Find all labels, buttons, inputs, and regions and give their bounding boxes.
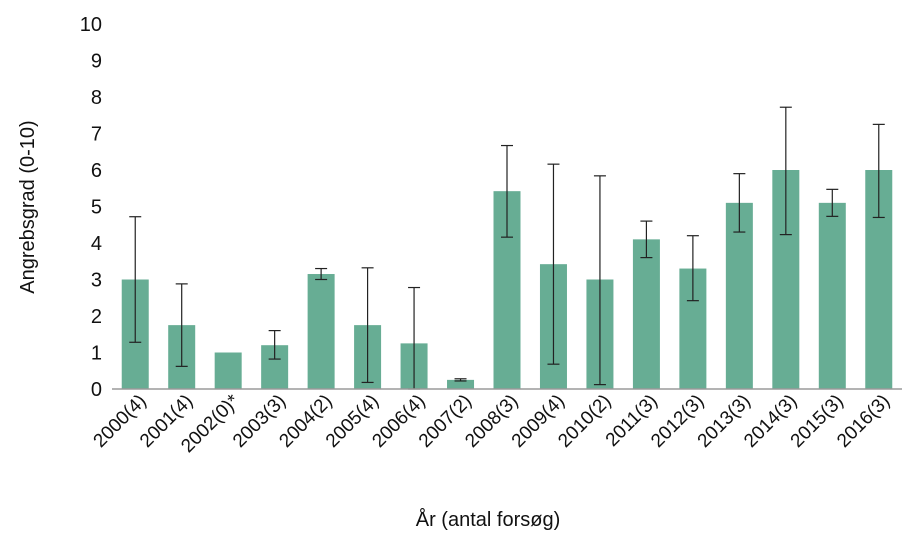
error-bar bbox=[733, 173, 746, 233]
error-bar bbox=[501, 144, 513, 238]
bar bbox=[632, 239, 660, 389]
error-bar bbox=[686, 235, 699, 302]
y-axis-title: Angrebsgrad (0-10) bbox=[17, 120, 39, 293]
error-bar bbox=[268, 330, 281, 360]
x-axis-title: År (antal forsøg) bbox=[416, 508, 560, 531]
x-axis-ticks: 2000(4)2001(4)2002(0)*2003(3)2004(2)2005… bbox=[90, 390, 895, 457]
y-tick-label: 4 bbox=[91, 233, 102, 255]
bars bbox=[121, 170, 893, 389]
error-bar bbox=[826, 188, 839, 217]
error-bar bbox=[872, 123, 885, 219]
y-axis-ticks: 0 1 2 3 4 5 6 7 8 9 10 bbox=[80, 14, 102, 401]
y-tick-label: 10 bbox=[80, 14, 102, 36]
error-bar bbox=[129, 216, 142, 343]
y-tick-label: 9 bbox=[91, 51, 102, 73]
error-bar bbox=[779, 106, 792, 236]
y-tick-label: 5 bbox=[91, 197, 102, 219]
error-bar bbox=[640, 220, 653, 259]
error-bar bbox=[593, 175, 606, 386]
x-tick-label: 2010(2) bbox=[554, 391, 615, 452]
error-bars bbox=[129, 106, 885, 390]
bar bbox=[214, 352, 242, 389]
x-tick-label: 2016(3) bbox=[833, 391, 894, 452]
error-bar bbox=[315, 267, 328, 281]
bar bbox=[447, 379, 475, 389]
bar bbox=[818, 202, 846, 389]
error-bar bbox=[547, 163, 560, 365]
error-bar bbox=[454, 378, 467, 382]
error-bar bbox=[175, 283, 188, 367]
y-tick-label: 1 bbox=[91, 343, 102, 365]
y-tick-label: 7 bbox=[91, 124, 102, 146]
y-tick-label: 0 bbox=[91, 379, 102, 401]
y-tick-label: 3 bbox=[91, 270, 102, 292]
bar bbox=[307, 274, 335, 389]
bar bbox=[725, 202, 753, 389]
y-tick-label: 2 bbox=[91, 306, 102, 328]
error-bar bbox=[361, 267, 374, 384]
y-tick-label: 8 bbox=[91, 87, 102, 109]
y-tick-label: 6 bbox=[91, 160, 102, 182]
